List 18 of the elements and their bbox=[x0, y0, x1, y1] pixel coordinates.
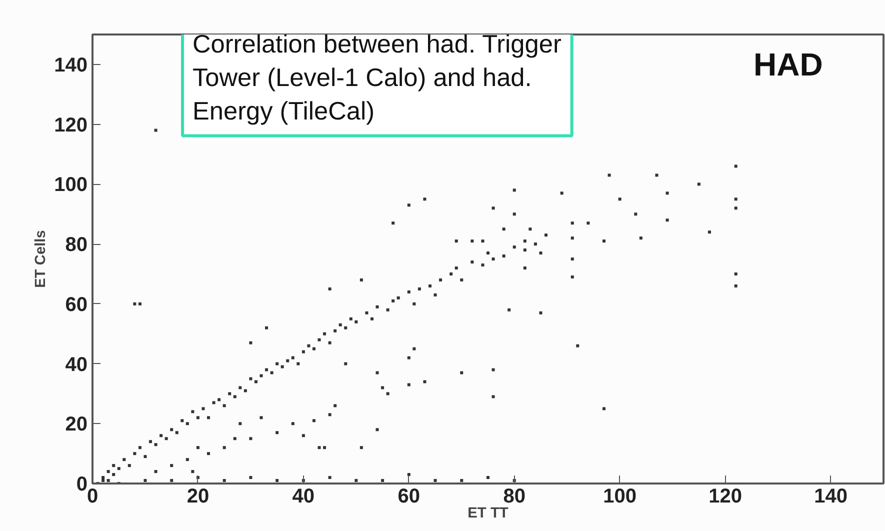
x-tick-label: 80 bbox=[503, 486, 526, 508]
annotation: Correlation between had. Trigger Tower (Level-1 Calo) and had. Energy (TileCal) bbox=[192, 30, 562, 126]
x-axis-title: ET TT bbox=[468, 506, 508, 522]
annotation: HAD bbox=[754, 46, 823, 82]
y-tick-label: 60 bbox=[65, 294, 88, 316]
x-tick-label: 140 bbox=[814, 486, 848, 508]
x-tick-label: 100 bbox=[603, 486, 637, 508]
y-axis-title: ET Cells bbox=[33, 230, 50, 288]
y-tick-label: 80 bbox=[65, 234, 88, 256]
x-tick-label: 60 bbox=[398, 486, 420, 508]
y-tick-label: 40 bbox=[65, 354, 88, 376]
x-tick-label: 20 bbox=[186, 486, 210, 508]
y-tick-label: 140 bbox=[54, 54, 88, 76]
y-tick-label: 120 bbox=[54, 114, 88, 136]
x-tick-label: 40 bbox=[292, 486, 315, 508]
y-tick-label: 100 bbox=[54, 174, 88, 196]
y-tick-label: 20 bbox=[65, 414, 88, 436]
x-tick-label: 120 bbox=[708, 486, 742, 508]
